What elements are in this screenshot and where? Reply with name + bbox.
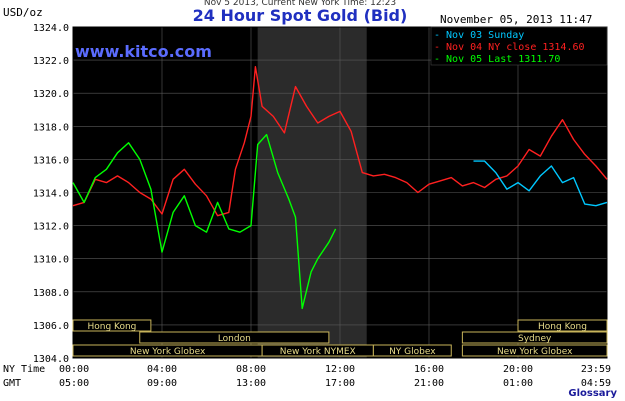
y-tick-label: 1318.0	[33, 122, 69, 133]
session-box	[372, 344, 452, 357]
market-sessions: Hong Kong Hong Kong London Sydney New York G…	[72, 319, 608, 357]
session-box	[72, 319, 152, 332]
session-label: NY Globex	[389, 347, 436, 357]
y-tick-label: 1316.0	[33, 155, 69, 166]
session-box	[139, 331, 330, 344]
x-tick-label-ny: 20:00	[503, 364, 533, 375]
x-tick-label-gmt: 05:00	[59, 378, 89, 389]
y-tick-label: 1312.0	[33, 222, 69, 233]
session-label: London	[218, 334, 251, 344]
chart-datetime: November 05, 2013 11:47	[440, 13, 592, 26]
series-line	[473, 160, 608, 207]
top-caption: Nov 5 2013, Current New York Time: 12:23	[204, 0, 396, 8]
x-tick-label-gmt: 01:00	[503, 378, 533, 389]
session-box	[461, 344, 608, 357]
y-axis: 1324.0 1322.0 1320.0 1318.0 1316.0 1314.0 1312…	[33, 23, 69, 365]
session-label: New York Globex	[130, 347, 206, 357]
legend-entry: - Nov 05 Last 1311.70	[434, 54, 560, 65]
price-series	[72, 66, 608, 310]
glossary-link[interactable]: Glossary	[568, 388, 617, 399]
session-label: Hong Kong	[538, 322, 587, 332]
y-tick-label: 1322.0	[33, 56, 69, 67]
x-tick-label-ny: 12:00	[325, 364, 355, 375]
session-label: Hong Kong	[87, 322, 136, 332]
grid	[72, 26, 608, 359]
x-tick-label-gmt: 17:00	[325, 378, 355, 389]
y-tick-label: 1310.0	[33, 255, 69, 266]
kitco-watermark: www.kitco.com	[75, 42, 212, 61]
session-box	[517, 319, 608, 332]
legend-entry: - Nov 03 Sunday	[434, 30, 524, 41]
x-tick-label-gmt: 13:00	[236, 378, 266, 389]
series-line	[72, 133, 337, 310]
x-tick-label-ny: 00:00	[59, 364, 89, 375]
y-tick-label: 1308.0	[33, 288, 69, 299]
x-tick-label-gmt: 21:00	[414, 378, 444, 389]
gmt-label: GMT	[3, 378, 21, 389]
session-label: New York NYMEX	[280, 347, 356, 357]
x-axis: 00:00 05:00 04:00 09:00 08:00 13:00 12:00 17:00…	[59, 364, 611, 389]
x-tick-label-ny: 08:00	[236, 364, 266, 375]
ny-time-label: NY Time	[3, 364, 45, 375]
x-tick-label-ny: 04:00	[147, 364, 177, 375]
session-box	[461, 331, 608, 344]
y-tick-label: 1314.0	[33, 189, 69, 200]
legend-entry: - Nov 04 NY close 1314.60	[434, 42, 585, 53]
x-tick-label-ny: 23:59	[581, 364, 611, 375]
y-tick-label: 1304.0	[33, 354, 69, 365]
chart-title: 24 Hour Spot Gold (Bid)	[193, 6, 408, 25]
y-axis-label: USD/oz	[3, 6, 43, 19]
series-line	[72, 66, 608, 217]
x-tick-label-gmt: 04:59	[581, 378, 611, 389]
legend-box	[430, 26, 608, 66]
x-tick-label-ny: 16:00	[414, 364, 444, 375]
x-tick-label-gmt: 09:00	[147, 378, 177, 389]
session-label: New York Globex	[497, 347, 573, 357]
plot-frame	[72, 26, 608, 359]
y-tick-label: 1324.0	[33, 23, 69, 34]
legend: - Nov 03 Sunday- Nov 04 NY close 1314.60…	[430, 26, 608, 66]
session-label: Sydney	[518, 334, 552, 344]
y-tick-label: 1306.0	[33, 321, 69, 332]
y-tick-label: 1320.0	[33, 89, 69, 100]
